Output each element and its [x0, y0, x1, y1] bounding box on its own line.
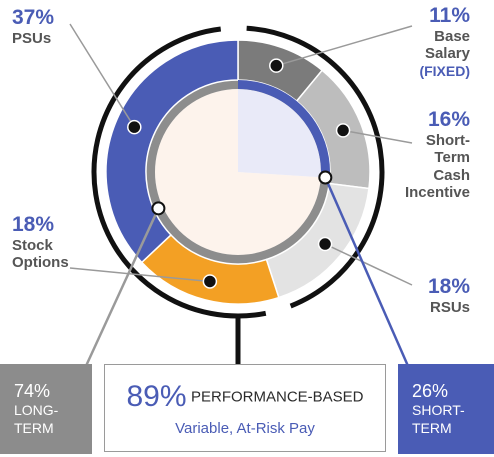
long-term-box: 74% LONG- TERM: [0, 364, 92, 454]
short-term-box: 26% SHORT- TERM: [398, 364, 494, 454]
label-base-salary-pct: 11%: [419, 4, 470, 28]
short-term-line1: SHORT-: [412, 402, 465, 420]
slice-dot-4: [128, 121, 141, 134]
short-term-connector: [325, 177, 408, 366]
label-short-term-cash-line3: Cash: [405, 167, 470, 184]
label-short-term-cash: 16% Short- Term Cash Incentive: [405, 108, 470, 201]
leader-line-0: [276, 26, 412, 66]
label-base-salary-line2: Salary: [419, 45, 470, 62]
long-term-marker: [152, 202, 164, 214]
label-base-salary-line1: Base: [419, 28, 470, 45]
short-term-line2: TERM: [412, 420, 452, 438]
label-rsus-text: RSUs: [428, 299, 470, 316]
label-base-salary: 11% Base Salary (FIXED): [419, 4, 470, 79]
long-term-line2: TERM: [14, 420, 54, 438]
slice-dot-0: [270, 59, 283, 72]
slice-dot-3: [203, 275, 216, 288]
label-short-term-cash-line1: Short-: [405, 132, 470, 149]
label-stock-options-line2: Options: [12, 254, 69, 271]
label-rsus: 18% RSUs: [428, 275, 470, 316]
label-stock-options-pct: 18%: [12, 213, 69, 237]
label-short-term-cash-pct: 16%: [405, 108, 470, 132]
short-term-pct: 26%: [412, 381, 448, 402]
performance-based-title: PERFORMANCE-BASED: [191, 388, 364, 405]
label-psus: 37% PSUs: [12, 6, 54, 47]
leader-line-4: [70, 24, 134, 127]
label-stock-options: 18% Stock Options: [12, 213, 69, 272]
slice-dot-2: [319, 238, 332, 251]
performance-based-box: 89% PERFORMANCE-BASED Variable, At-Risk …: [104, 364, 386, 452]
label-short-term-cash-line4: Incentive: [405, 184, 470, 201]
long-term-pct: 74%: [14, 381, 50, 402]
label-rsus-pct: 18%: [428, 275, 470, 299]
label-short-term-cash-line2: Term: [405, 149, 470, 166]
short-term-marker: [319, 171, 331, 183]
label-psus-text: PSUs: [12, 30, 54, 47]
performance-based-pct: 89%: [126, 380, 186, 413]
long-term-line1: LONG-: [14, 402, 58, 420]
label-stock-options-line1: Stock: [12, 237, 69, 254]
label-base-salary-fixed: (FIXED): [419, 63, 470, 79]
performance-based-subtitle: Variable, At-Risk Pay: [175, 420, 315, 437]
label-psus-pct: 37%: [12, 6, 54, 30]
performance-based-headline: 89% PERFORMANCE-BASED: [126, 380, 363, 414]
slice-dot-1: [337, 124, 350, 137]
